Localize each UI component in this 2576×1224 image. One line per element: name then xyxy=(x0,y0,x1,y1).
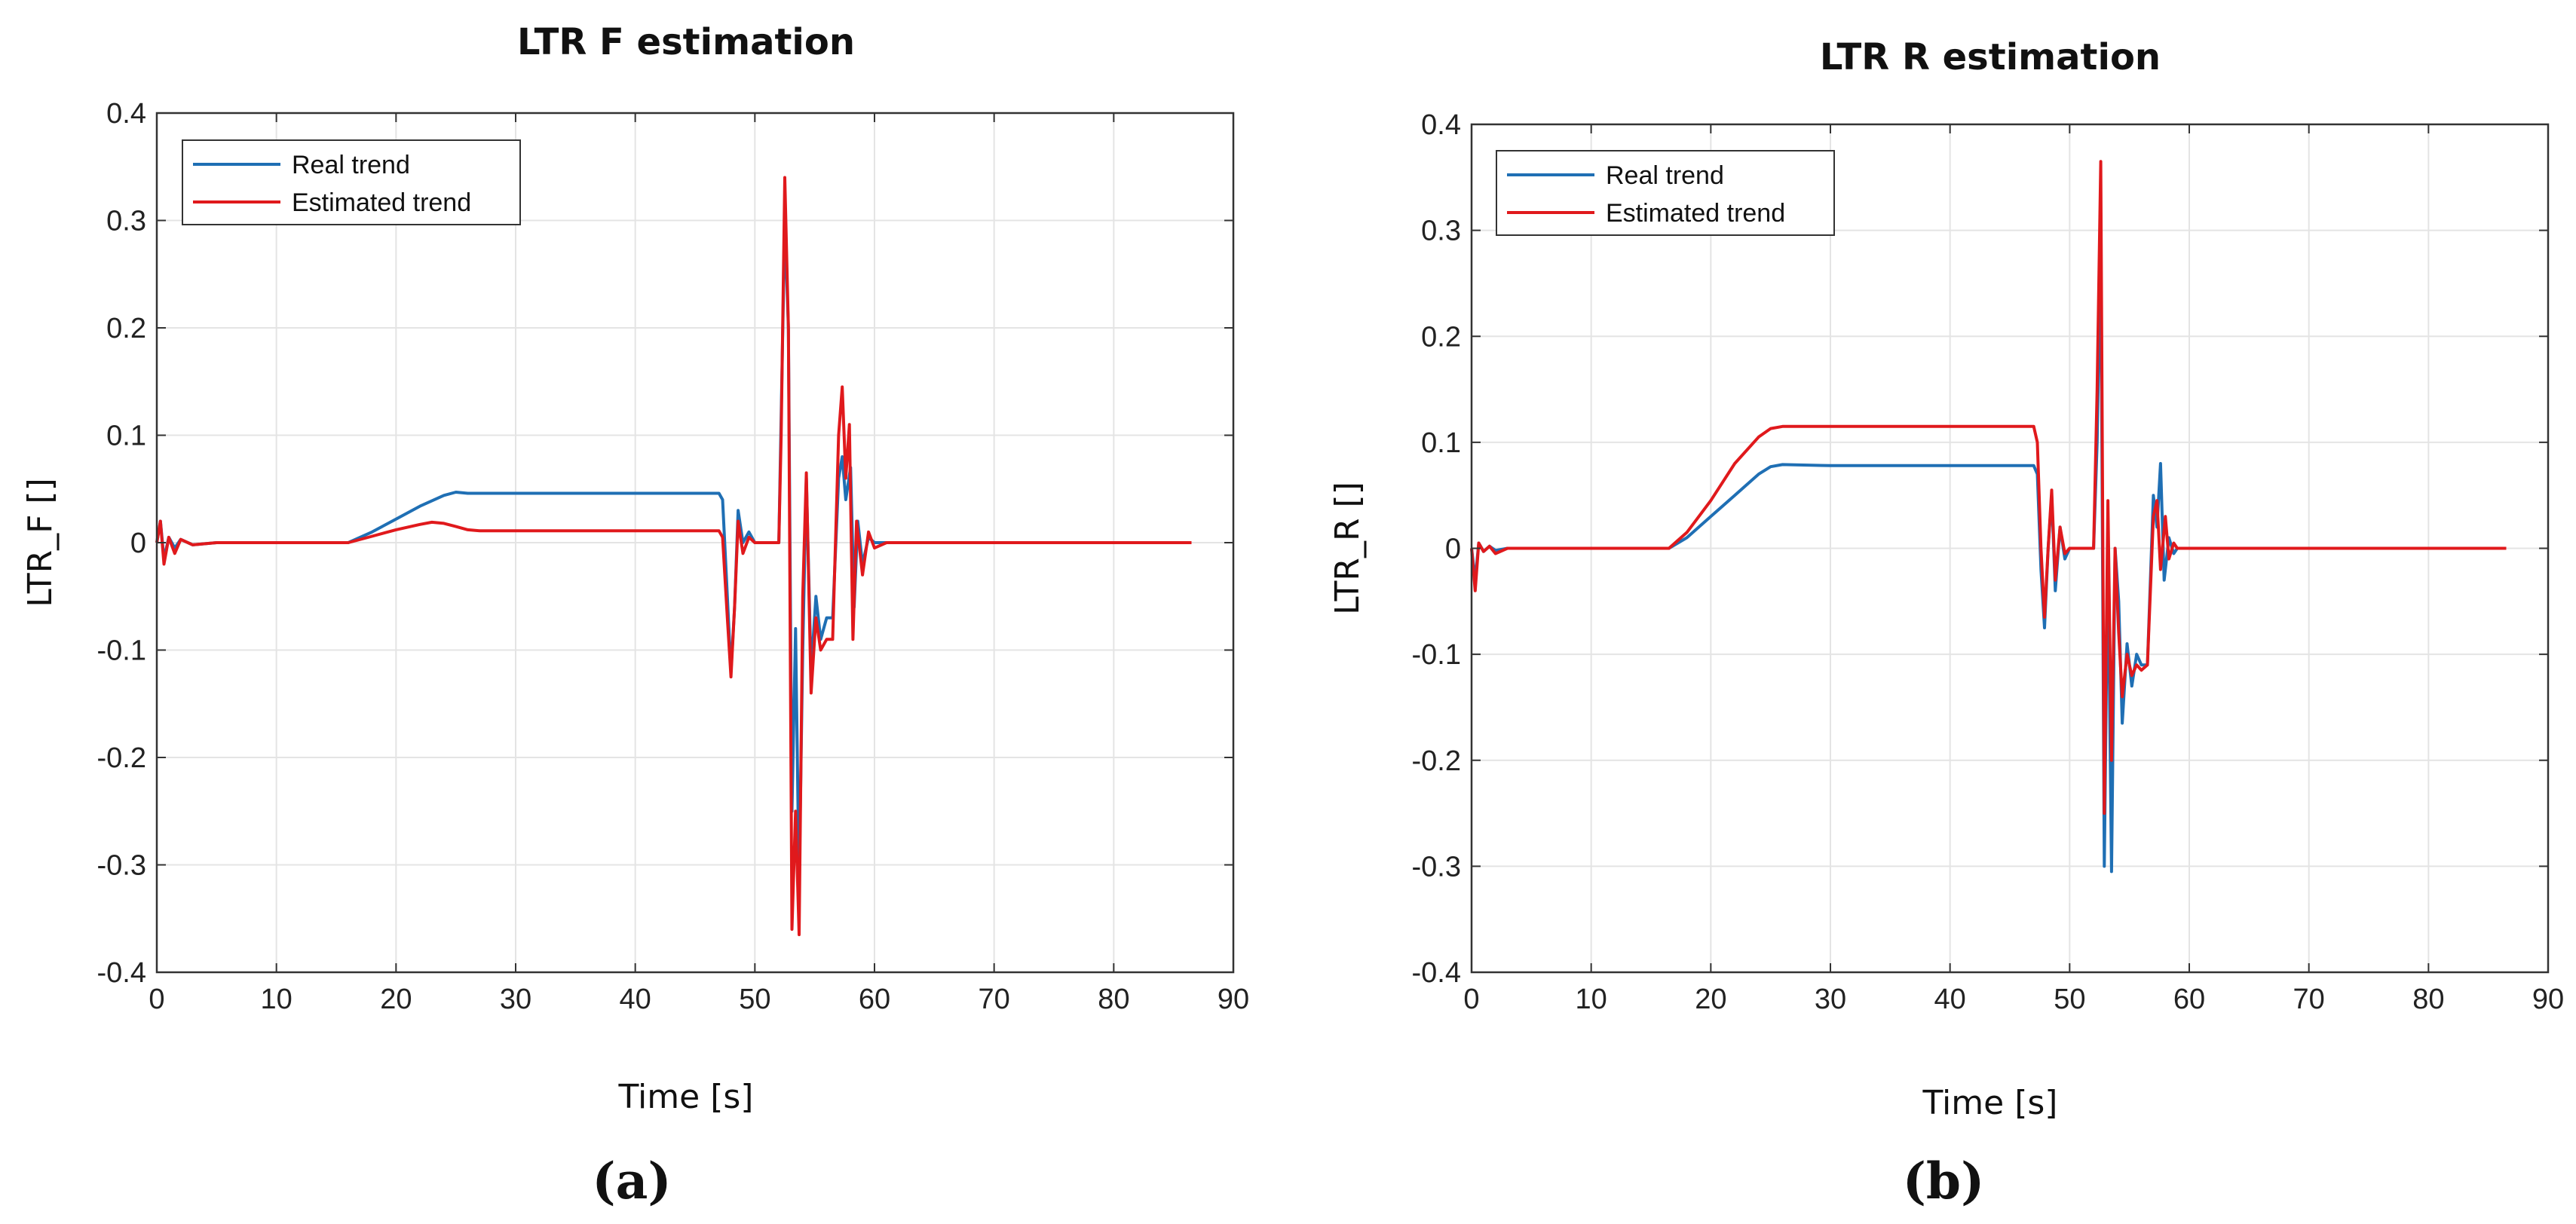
chart-title: LTR F estimation xyxy=(517,21,855,63)
y-tick-label: 0.2 xyxy=(1421,321,1461,353)
y-tick-label: 0.1 xyxy=(106,421,146,452)
y-tick-label: -0.4 xyxy=(97,957,146,989)
x-tick-label: 10 xyxy=(261,984,293,1015)
x-tick-label: 80 xyxy=(1098,984,1129,1015)
y-tick-label: -0.4 xyxy=(1412,957,1461,989)
legend: Real trend Estimated trend xyxy=(1496,150,1835,236)
x-tick-label: 90 xyxy=(2532,984,2564,1015)
x-tick-label: 40 xyxy=(1934,984,1966,1015)
x-tick-label: 40 xyxy=(620,984,651,1015)
x-tick-label: 0 xyxy=(1463,984,1479,1015)
y-tick-label: 0.3 xyxy=(1421,216,1461,247)
y-tick-label: 0.3 xyxy=(106,206,146,237)
x-tick-label: 0 xyxy=(149,984,164,1015)
chart-title: LTR R estimation xyxy=(1820,36,2161,78)
x-tick-label: 70 xyxy=(979,984,1010,1015)
x-tick-label: 70 xyxy=(2293,984,2325,1015)
legend-label: Estimated trend xyxy=(1606,199,1785,228)
y-tick-label: 0.4 xyxy=(106,98,146,130)
panel-label: (b) xyxy=(1903,1152,1985,1210)
x-tick-label: 30 xyxy=(500,984,531,1015)
x-axis-label: Time [s] xyxy=(1922,1084,2058,1122)
x-tick-label: 80 xyxy=(2412,984,2444,1015)
y-tick-label: -0.1 xyxy=(97,635,146,667)
legend-label: Real trend xyxy=(292,151,410,179)
y-axis-label: LTR_R [] xyxy=(1328,482,1367,615)
x-tick-label: 10 xyxy=(1576,984,1607,1015)
x-tick-label: 20 xyxy=(1695,984,1726,1015)
x-tick-label: 60 xyxy=(859,984,890,1015)
y-axis-label: LTR_F [] xyxy=(21,478,60,607)
x-tick-label: 30 xyxy=(1815,984,1846,1015)
y-tick-label: 0 xyxy=(1445,534,1461,565)
x-tick-label: 20 xyxy=(380,984,412,1015)
legend-label: Estimated trend xyxy=(292,188,471,217)
series-line-estimated-trend xyxy=(1470,160,2507,815)
y-tick-label: -0.2 xyxy=(97,742,146,774)
chart-panel-b: LTR R estimation 0 10 20 30 40 50 60 70 80 90 -0.4 -… xyxy=(1328,36,2564,1210)
y-tick-label: -0.2 xyxy=(1412,745,1461,777)
y-tick-label: -0.3 xyxy=(97,850,146,882)
y-tick-label: 0 xyxy=(130,528,146,559)
x-tick-label: 50 xyxy=(2054,984,2085,1015)
legend-box xyxy=(1496,150,1835,236)
panel-label: (a) xyxy=(592,1152,671,1210)
legend: Real trend Estimated trend xyxy=(182,139,521,225)
y-tick-label: 0.2 xyxy=(106,313,146,344)
y-tick-label: 0.4 xyxy=(1421,109,1461,141)
chart-panel-a: LTR F estimation 0 10 20 30 40 50 60 70 80 90 -0.4 -… xyxy=(21,21,1249,1210)
y-tick-label: -0.1 xyxy=(1412,639,1461,671)
x-tick-label: 60 xyxy=(2173,984,2205,1015)
y-tick-label: 0.1 xyxy=(1421,427,1461,459)
legend-box xyxy=(182,139,521,225)
series-line-estimated-trend xyxy=(155,176,1192,937)
legend-label: Real trend xyxy=(1606,161,1724,190)
x-tick-label: 50 xyxy=(739,984,770,1015)
y-tick-label: -0.3 xyxy=(1412,851,1461,883)
x-tick-label: 90 xyxy=(1218,984,1249,1015)
x-axis-label: Time [s] xyxy=(618,1078,754,1116)
